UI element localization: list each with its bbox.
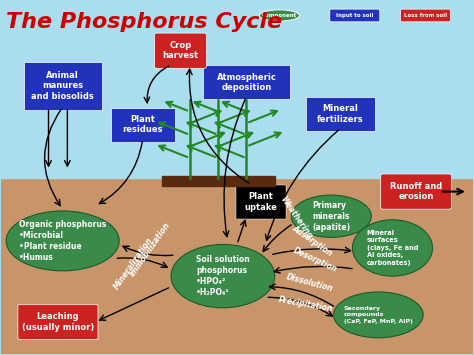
- FancyBboxPatch shape: [236, 185, 285, 219]
- Text: Dissolution: Dissolution: [286, 273, 335, 294]
- Bar: [1, 178, 473, 354]
- Text: Crop
harvest: Crop harvest: [163, 41, 199, 60]
- Text: Input to soil: Input to soil: [336, 13, 374, 18]
- Bar: [162, 176, 275, 186]
- Text: Mineral
surfaces
(clays, Fe and
Al oxides,
carbonates): Mineral surfaces (clays, Fe and Al oxide…: [367, 230, 418, 266]
- Text: Mineral
fertilizers: Mineral fertilizers: [318, 104, 364, 124]
- Ellipse shape: [6, 211, 119, 271]
- Bar: [1, 1, 473, 178]
- FancyBboxPatch shape: [111, 108, 175, 142]
- FancyBboxPatch shape: [330, 9, 380, 22]
- FancyBboxPatch shape: [18, 304, 98, 339]
- Ellipse shape: [171, 245, 275, 308]
- Ellipse shape: [353, 220, 433, 276]
- Text: Immobilization: Immobilization: [128, 221, 172, 279]
- Text: Desorption: Desorption: [292, 246, 338, 274]
- Text: The Phosphorus Cycle: The Phosphorus Cycle: [6, 12, 283, 32]
- Ellipse shape: [334, 292, 423, 338]
- Text: Precipitation: Precipitation: [277, 295, 333, 313]
- FancyBboxPatch shape: [24, 62, 102, 110]
- FancyBboxPatch shape: [202, 65, 290, 99]
- Text: Weathering: Weathering: [278, 195, 314, 241]
- Text: Mineralization: Mineralization: [112, 236, 155, 291]
- FancyBboxPatch shape: [381, 174, 451, 209]
- Text: Runoff and
erosion: Runoff and erosion: [390, 182, 442, 201]
- Ellipse shape: [259, 10, 300, 21]
- FancyBboxPatch shape: [401, 9, 450, 22]
- Text: Atmospheric
deposition: Atmospheric deposition: [217, 73, 276, 92]
- Text: Soil solution
phosphorus
•HPO₄²
•H₂PO₄¹: Soil solution phosphorus •HPO₄² •H₂PO₄¹: [196, 255, 250, 297]
- Text: Plant
uptake: Plant uptake: [244, 192, 277, 212]
- Text: Organic phosphorus
•Microbial
•Plant residue
•Humus: Organic phosphorus •Microbial •Plant res…: [19, 220, 106, 262]
- Text: Adsorption: Adsorption: [291, 224, 334, 258]
- Text: Secondary
compounds
(CaP, FeP, MnP, AlP): Secondary compounds (CaP, FeP, MnP, AlP): [344, 306, 413, 323]
- Text: Leaching
(usually minor): Leaching (usually minor): [22, 312, 94, 332]
- Ellipse shape: [291, 195, 371, 237]
- Text: Loss from soil: Loss from soil: [404, 13, 447, 18]
- Text: Component: Component: [262, 13, 297, 18]
- FancyBboxPatch shape: [306, 97, 375, 131]
- Text: Animal
manures
and biosolids: Animal manures and biosolids: [31, 71, 94, 101]
- FancyBboxPatch shape: [155, 33, 206, 68]
- Text: Plant
residues: Plant residues: [122, 115, 163, 134]
- Text: Primary
minerals
(apatite): Primary minerals (apatite): [312, 201, 350, 232]
